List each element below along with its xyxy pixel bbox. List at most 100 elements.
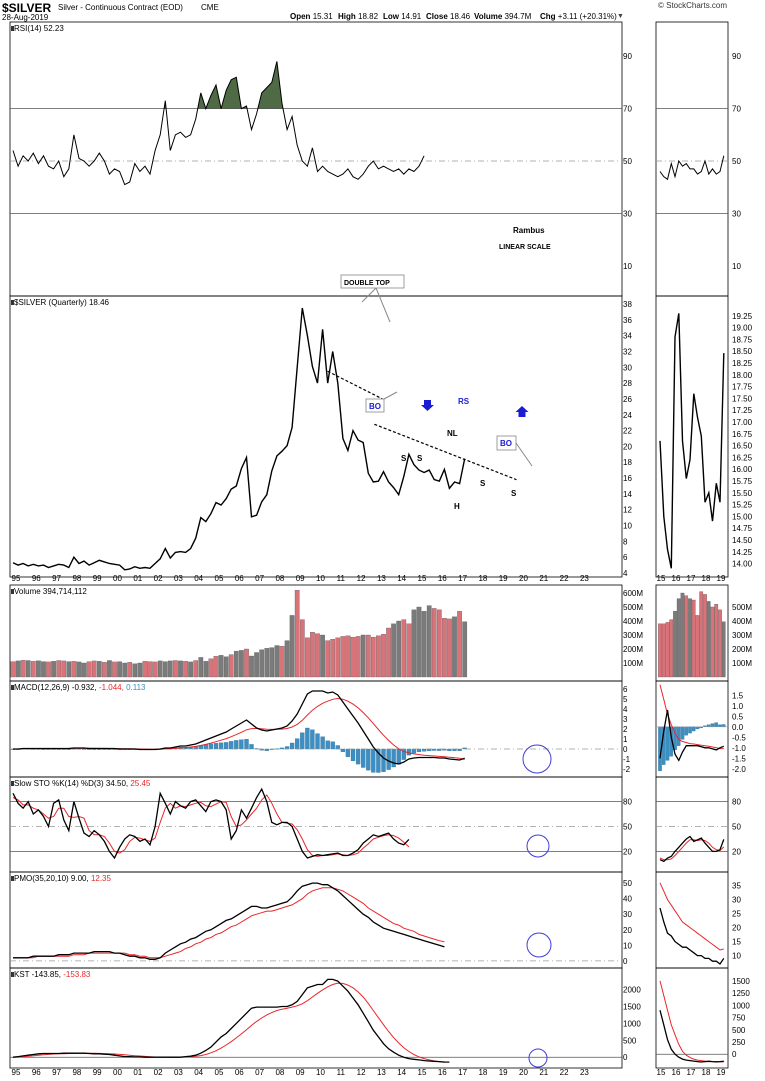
volume-inset-tick-label: 400M [732,617,752,626]
macd-histogram-bar [208,743,214,750]
volume-bar [274,645,280,678]
volume-bar [218,655,224,678]
volume-panel-label: Volume 394,714,112 [14,587,87,596]
author-label: Rambus [513,226,545,235]
pmo-tick-label: 30 [623,910,632,919]
rsi-panel-label-part: RSI(14) 52.23 [14,24,64,33]
volume-bar [152,661,158,678]
price-tick-label: 26 [623,395,632,404]
x-axis-year-label: 98 [72,574,81,583]
circle-marker-icon [528,1048,548,1068]
volume-bar [340,636,346,678]
volume-bar [117,661,122,678]
volume-bar [325,640,331,678]
rsi-tick-label: 70 [623,105,632,114]
volume-bar [61,660,67,678]
x-axis-year-label: 14 [397,1068,406,1077]
volume-bar [193,660,199,678]
symbol-label: $SILVER [2,1,52,15]
main-panel-frame [9,680,623,778]
volume-bar [269,647,275,678]
x-axis-year-label: 04 [194,574,203,583]
price-tick-label: 34 [623,332,632,341]
macd-histogram-bar [203,744,208,750]
scale-note-label: LINEAR SCALE [499,244,551,251]
x-axis-year-label: 02 [154,574,163,583]
close-value: 18.46 [450,12,471,21]
pmo-tick-label: 0 [623,957,628,966]
macd-line [13,690,465,765]
volume-bar [86,661,92,678]
volume-bar [299,619,305,678]
kst-signal-line [12,982,445,1063]
rsi-inset-tick-label: 70 [732,105,741,114]
x-axis-year-label: 00 [113,574,122,583]
volume-bar [208,658,214,678]
double-top-callout-box [340,274,405,289]
x-axis-inset-year-label: 17 [687,1068,696,1077]
pmo-inset-tick-label: 30 [732,896,741,905]
date-label: 28-Aug-2019 [2,13,49,22]
volume-bar [391,623,396,678]
volume-tick-label: 600M [623,589,643,598]
macd-histogram-bar [229,741,234,750]
x-axis-year-label: 10 [316,574,325,583]
sto-d-line [12,794,410,857]
x-axis-year-label: 99 [93,1068,102,1077]
macd-inset-tick-label: -0.5 [732,733,746,742]
x-axis-year-label: 03 [174,1068,183,1077]
macd-histogram-bar [289,742,295,750]
volume-bar [162,661,168,678]
macd-histogram-bar [345,748,351,757]
main-panel-frame [9,967,623,1069]
price-inset-tick-label: 18.75 [732,335,753,344]
x-axis-year-label: 13 [377,1068,386,1077]
volume-bar [416,606,422,678]
description-label: Silver - Continuous Contract (EOD) [58,3,183,12]
volume-tick-label: 300M [623,631,643,640]
pmo-panel-label-part: 12.35 [91,874,112,883]
kst-panel-label-marker-icon [11,972,14,977]
macd-panel-label-part: MACD(12,26,9) [14,683,72,692]
macd-histogram-bar [361,748,366,768]
s-label: S [417,454,423,463]
ohlc-low-label: Low 14.91 [383,12,422,21]
volume-bar [137,662,143,678]
pmo-inset-line [659,907,725,965]
pmo-tick-label: 40 [623,895,632,904]
open-value: 15.31 [312,12,333,21]
price-inset-tick-label: 14.50 [732,536,753,545]
pmo-inset-tick-label: 35 [732,882,741,891]
price-inset-tick-label: 16.50 [732,442,753,451]
kst-panel-label-part: -143.85, [32,970,64,979]
macd-panel-label-marker-icon [11,685,14,690]
x-axis-inset-year-label: 19 [717,574,726,583]
circle-marker-icon [526,932,552,958]
price-panel-label-part: $SILVER (Quarterly) 18.46 [14,298,110,307]
macd-panel-label-part: -0.932, [72,683,99,692]
main-panel-frame [9,295,623,578]
macd-histogram-bar [310,729,315,750]
price-tick-label: 30 [623,363,632,372]
price-inset-tick-label: 16.75 [732,430,753,439]
s-label: S [401,454,407,463]
volume-bar [173,660,178,678]
neckline-trendline [374,423,517,481]
pmo-tick-label: 50 [623,879,632,888]
rsi-inset-line [659,155,725,181]
sto-inset-k-line [659,835,725,863]
volume-tick-label: 500M [623,603,643,612]
sto-k-line [12,787,410,860]
chg-value: +3.11 (+20.31%) [557,12,617,21]
x-axis-year-label: 07 [255,574,264,583]
main-panel-frame [9,776,623,873]
volume-bar [223,656,229,678]
price-inset-tick-label: 16.25 [732,453,753,462]
volume-inset-bar [680,592,685,678]
x-axis-year-label: 14 [397,574,406,583]
macd-tick-label: 6 [623,685,628,694]
inset-panel-frame [655,871,729,969]
macd-histogram-bar [213,743,219,750]
x-axis-year-label: 16 [438,574,447,583]
